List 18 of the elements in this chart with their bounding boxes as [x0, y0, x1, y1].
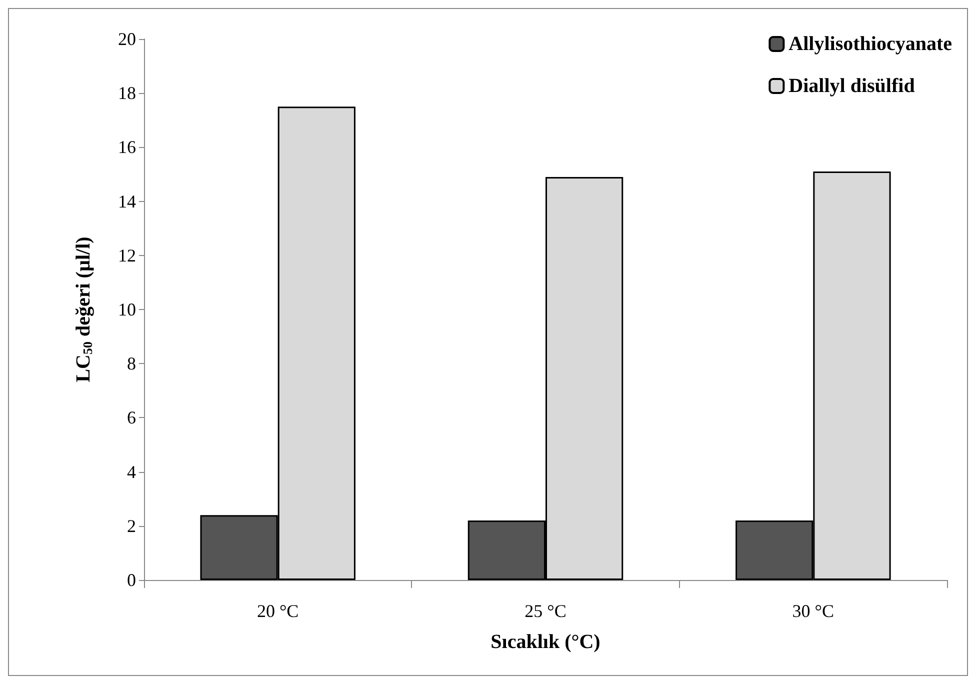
y-tick-label: 14 — [118, 191, 136, 212]
legend-label: Diallyl disülfid — [788, 75, 915, 97]
y-tick-label: 2 — [127, 516, 136, 536]
y-tick-label: 10 — [118, 300, 136, 320]
y-tick-label: 8 — [127, 354, 136, 374]
y-axis-title: LC50 değeri (µl/l) — [72, 236, 95, 382]
x-tick-label: 25 °C — [524, 601, 566, 621]
y-tick-label: 6 — [127, 408, 136, 428]
y-tick-label: 4 — [127, 462, 136, 482]
y-tick-label: 18 — [118, 83, 136, 104]
y-tick-label: 12 — [118, 245, 136, 266]
legend-label: Allylisothiocyanate — [788, 33, 952, 55]
x-tick-label: 20 °C — [256, 601, 299, 621]
y-tick-label: 0 — [127, 570, 136, 590]
x-axis-title: Sıcaklık (°C) — [490, 631, 600, 653]
y-tick-label: 16 — [118, 137, 136, 158]
y-tick-label: 20 — [118, 29, 136, 49]
x-tick-label: 30 °C — [792, 601, 834, 621]
